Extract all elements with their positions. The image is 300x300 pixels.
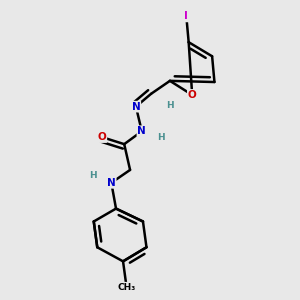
Text: N: N <box>137 126 146 136</box>
Text: H: H <box>166 101 174 110</box>
Text: I: I <box>184 11 188 21</box>
Text: H: H <box>157 133 164 142</box>
Text: O: O <box>188 90 197 100</box>
Text: H: H <box>89 171 96 180</box>
Text: O: O <box>98 132 106 142</box>
Text: N: N <box>107 178 116 188</box>
Text: N: N <box>132 102 140 112</box>
Text: CH₃: CH₃ <box>117 283 136 292</box>
